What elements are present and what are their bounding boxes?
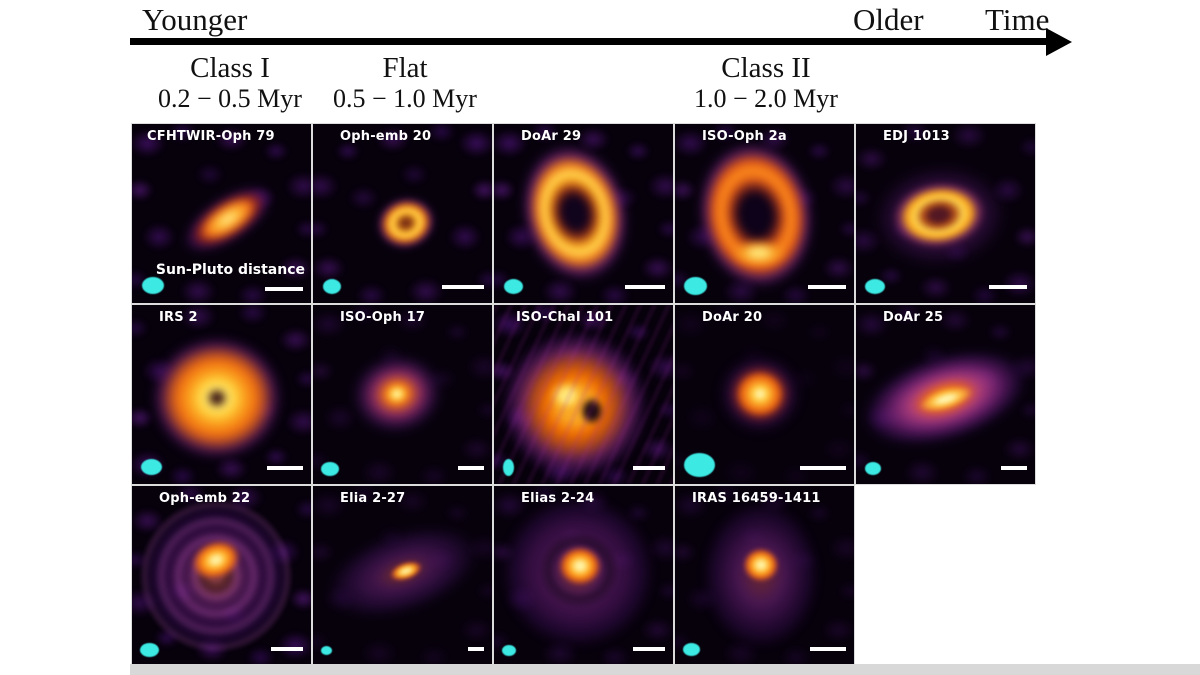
disk-panel-oph-emb-22: Oph-emb 22: [131, 485, 312, 666]
disk-panel-iras-16459-1411: IRAS 16459-1411: [674, 485, 855, 666]
noise-streaks: [494, 305, 673, 484]
class-name: Class II: [721, 52, 811, 84]
disk-panel-edj-1013: EDJ 1013: [855, 123, 1036, 304]
disk-panel-irs-2: IRS 2: [131, 304, 312, 485]
beam-ellipse-icon: [683, 643, 700, 656]
beam-ellipse-icon: [865, 279, 885, 294]
panel-label: EDJ 1013: [883, 129, 950, 144]
scale-bar: [989, 285, 1027, 289]
scale-bar: [810, 647, 846, 651]
beam-ellipse-icon: [141, 459, 162, 475]
scale-bar: [633, 466, 665, 470]
scale-bar: [1001, 466, 1027, 470]
disk-panel-iso-oph-17: ISO-Oph 17: [312, 304, 493, 485]
scale-bar: [271, 647, 303, 651]
disk-panel-cfhtwir-oph-79: CFHTWIR-Oph 79 Sun-Pluto distance: [131, 123, 312, 304]
class-age-range: 0.5 − 1.0 Myr: [333, 84, 477, 114]
disk-panel-elia-2-27: Elia 2-27: [312, 485, 493, 666]
disk-panel-doar-20: DoAr 20: [674, 304, 855, 485]
panel-label: IRS 2: [159, 310, 198, 325]
disk-image-grid: CFHTWIR-Oph 79 Sun-Pluto distance Oph-em…: [131, 123, 1036, 666]
panel-label: IRAS 16459-1411: [692, 491, 821, 506]
scale-bar: [800, 466, 846, 470]
slide-bottom-edge: [130, 664, 1200, 675]
scale-annotation: Sun-Pluto distance: [155, 262, 305, 278]
beam-ellipse-icon: [684, 453, 715, 477]
scale-bar: [442, 285, 484, 289]
beam-ellipse-icon: [502, 645, 516, 656]
panel-label: CFHTWIR-Oph 79: [147, 129, 275, 144]
class-group-class-ii: Class II 1.0 − 2.0 Myr: [677, 52, 855, 114]
class-group-class-i: Class I 0.2 − 0.5 Myr: [141, 52, 319, 114]
scale-bar: [267, 466, 303, 470]
disk-panel-iso-oph-2a: ISO-Oph 2a: [674, 123, 855, 304]
disk-dark-gap: [580, 397, 604, 425]
class-group-flat: Flat 0.5 − 1.0 Myr: [316, 52, 494, 114]
class-age-range: 1.0 − 2.0 Myr: [694, 84, 838, 114]
panel-label: DoAr 29: [521, 129, 582, 144]
beam-ellipse-icon: [865, 462, 881, 475]
beam-ellipse-icon: [323, 279, 341, 294]
beam-ellipse-icon: [140, 643, 159, 657]
disk-image: [715, 351, 805, 437]
panel-label: DoAr 25: [883, 310, 944, 325]
disk-panel-doar-25: DoAr 25: [855, 304, 1036, 485]
beam-ellipse-icon: [684, 277, 707, 295]
time-arrow-line: [130, 38, 1048, 45]
disk-core: [743, 548, 779, 582]
panel-label: ISO-Oph 2a: [702, 129, 787, 144]
beam-ellipse-icon: [321, 462, 339, 476]
timeline-axis-label: Time: [985, 2, 1050, 37]
panel-label: Oph-emb 20: [340, 129, 432, 144]
disk-image: [150, 335, 284, 461]
beam-ellipse-icon: [321, 646, 332, 655]
scale-bar: [458, 466, 484, 470]
disk-panel-iso-chai-101: ISO-ChaI 101: [493, 304, 674, 485]
scale-bar: [633, 647, 665, 651]
class-age-range: 0.2 − 0.5 Myr: [158, 84, 302, 114]
timeline-younger-label: Younger: [142, 2, 248, 37]
scale-bar: [625, 285, 665, 289]
disk-bright-clump: [733, 240, 785, 266]
panel-label: ISO-Oph 17: [340, 310, 426, 325]
panel-label: ISO-ChaI 101: [516, 310, 614, 325]
scale-bar: [808, 285, 846, 289]
class-name: Flat: [382, 52, 428, 84]
disk-bright-clump: [550, 381, 584, 411]
panel-label: Oph-emb 22: [159, 491, 251, 506]
disk-panel-elias-2-24: Elias 2-24: [493, 485, 674, 666]
disk-panel-doar-29: DoAr 29: [493, 123, 674, 304]
disk-panel-oph-emb-20: Oph-emb 20: [312, 123, 493, 304]
panel-label: Elia 2-27: [340, 491, 406, 506]
scale-bar: [468, 647, 484, 651]
time-arrow-head-icon: [1046, 28, 1072, 56]
panel-label: DoAr 20: [702, 310, 763, 325]
beam-ellipse-icon: [504, 279, 523, 294]
class-name: Class I: [190, 52, 270, 84]
panel-label: Elias 2-24: [521, 491, 595, 506]
disk-core: [558, 546, 602, 586]
timeline-older-label: Older: [853, 2, 924, 37]
beam-ellipse-icon: [503, 459, 514, 476]
beam-ellipse-icon: [142, 277, 164, 294]
scale-bar: [265, 287, 303, 291]
